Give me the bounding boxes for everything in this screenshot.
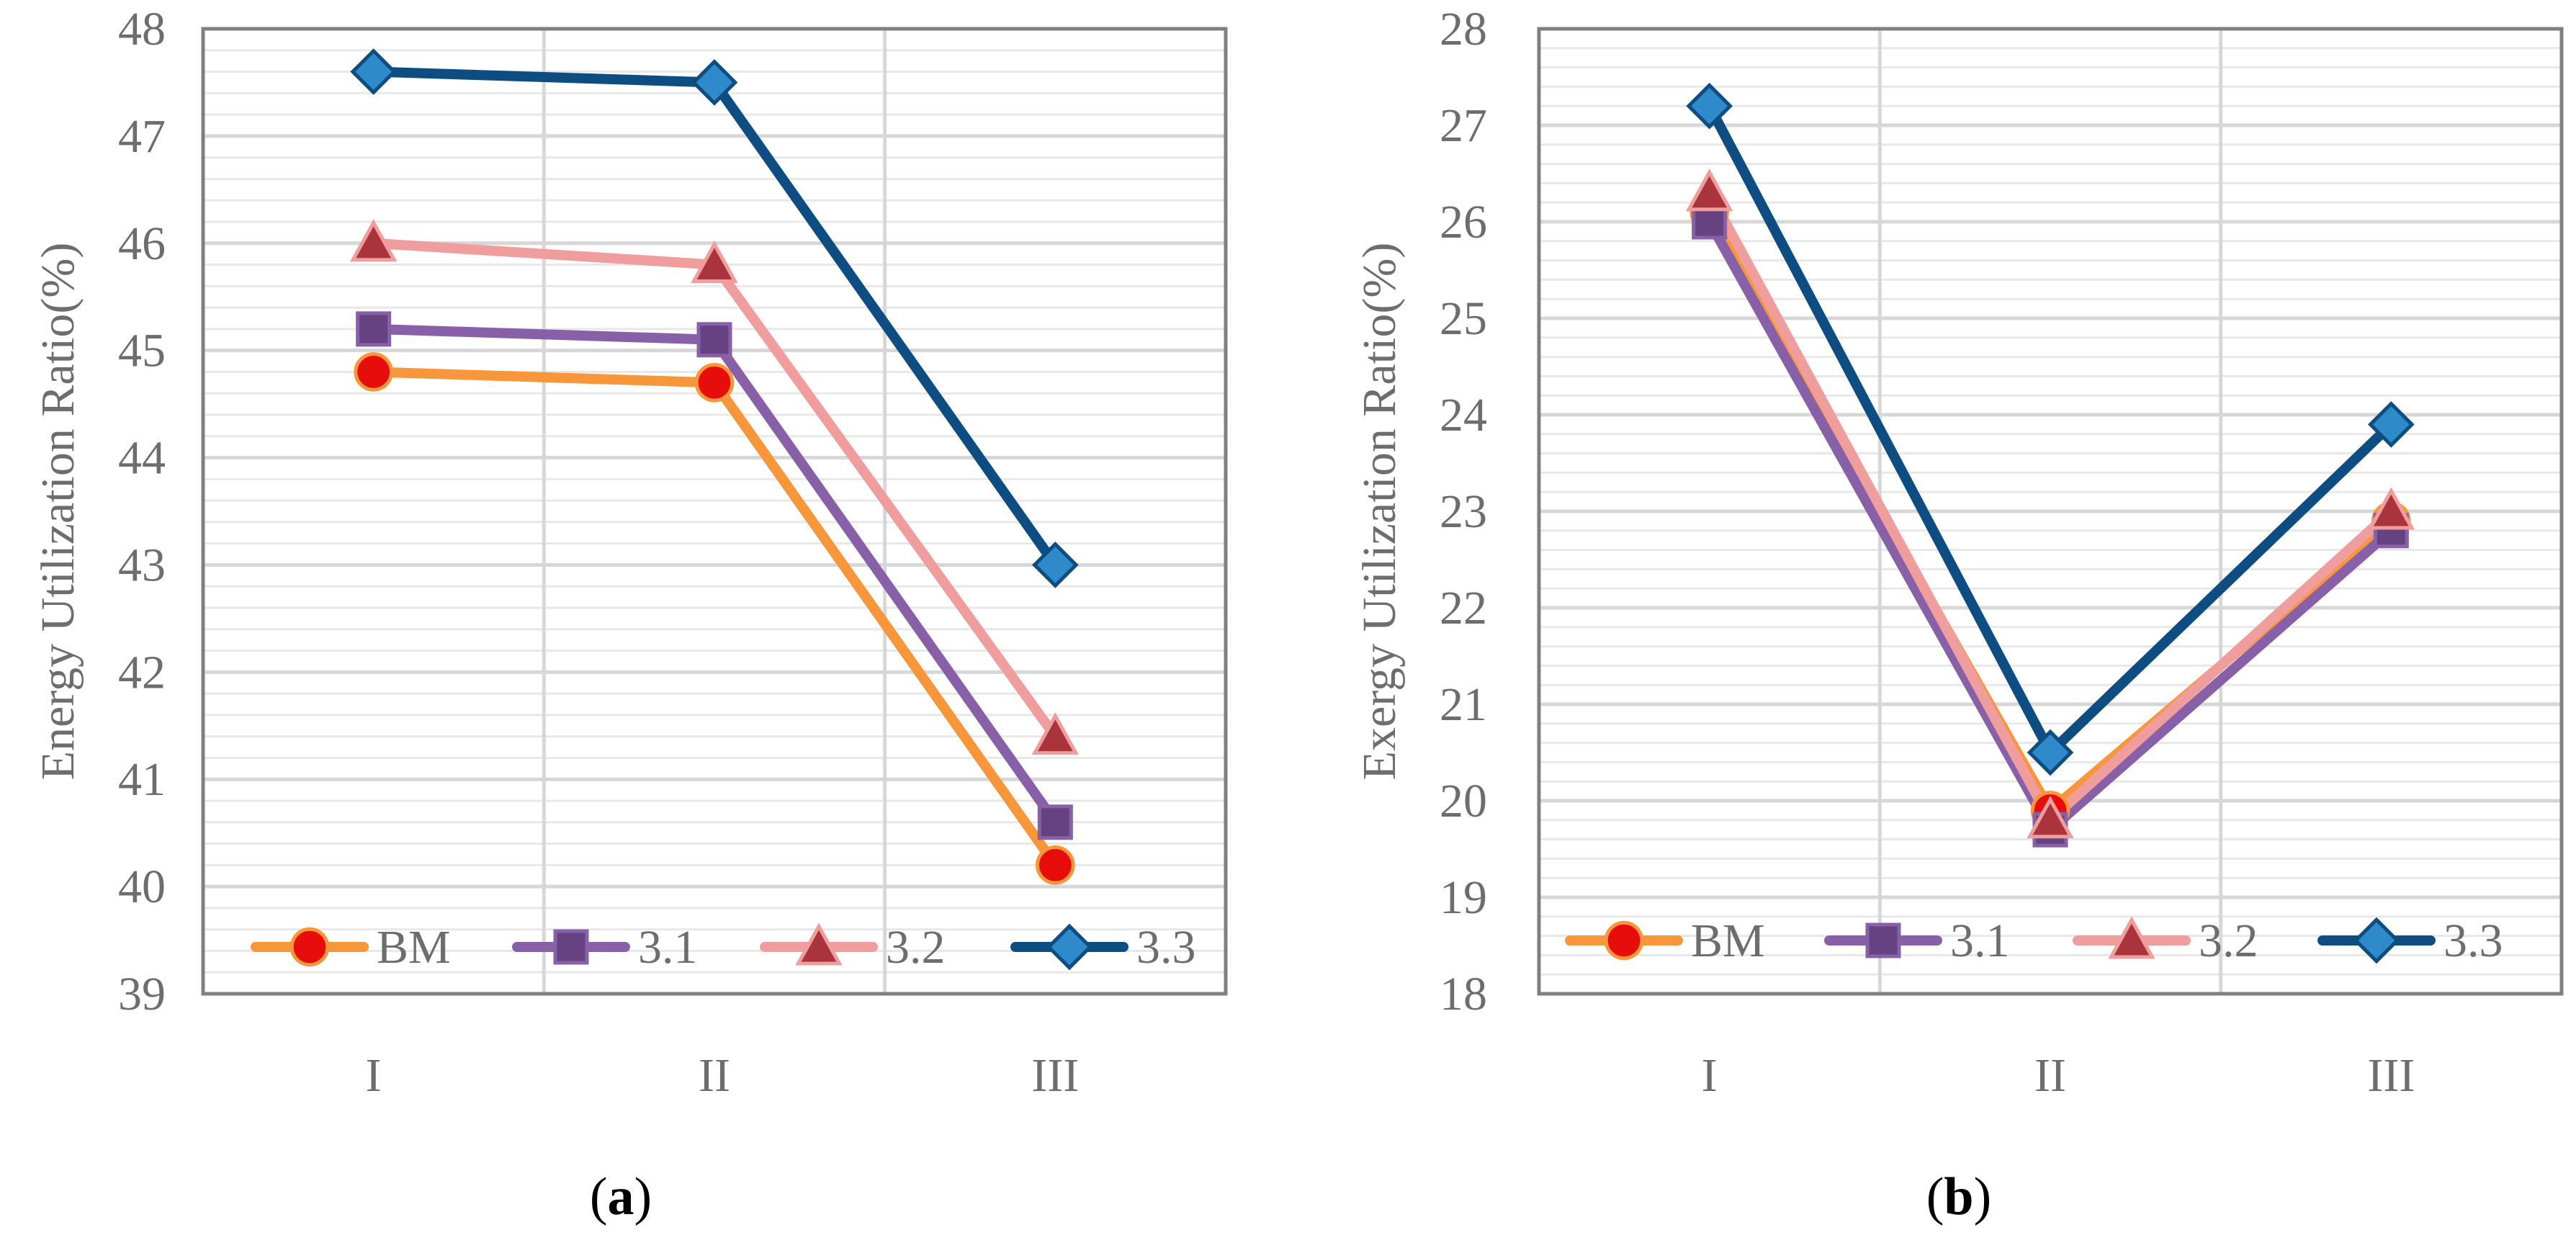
diamond-marker-3-3-I — [1686, 82, 1733, 130]
legend-label: 3.2 — [886, 921, 946, 974]
x-tick-label: II — [699, 1049, 730, 1102]
y-tick-label: 21 — [1440, 678, 1487, 731]
series-markers — [1685, 82, 2415, 848]
triangle-marker-3-2-II — [2027, 796, 2074, 839]
y-axis-title: Exergy Utilization Ratio(%) — [1353, 243, 1406, 781]
panel-caption: (a) — [590, 1167, 652, 1226]
series-markers — [349, 48, 1080, 885]
legend-label: 3.1 — [638, 921, 698, 974]
y-tick-label: 48 — [118, 3, 166, 55]
square-marker-3-1-III — [1037, 804, 1073, 840]
legend-item-3-1[interactable]: 3.1 — [512, 921, 698, 974]
x-tick-label: III — [1031, 1049, 1079, 1102]
circle-marker-BM-II — [694, 363, 735, 403]
square-marker-legend — [1865, 922, 1901, 958]
x-tick-label: III — [2367, 1049, 2415, 1102]
circle-marker-legend — [1604, 920, 1644, 961]
legend-label: BM — [377, 921, 451, 974]
triangle-marker-3-2-III — [1031, 711, 1080, 755]
x-tick-label: II — [2034, 1049, 2066, 1102]
x-tick-label: I — [1702, 1049, 1718, 1102]
circle-marker-BM-I — [354, 352, 393, 392]
legend-item-3-1[interactable]: 3.1 — [1824, 915, 2010, 967]
legend-item-3-3[interactable]: 3.3 — [1010, 921, 1196, 974]
plot-frame — [1537, 27, 2564, 996]
diamond-marker-3-3-I — [350, 48, 398, 95]
triangle-marker-3-2-III — [2367, 487, 2415, 530]
y-tick-label: 46 — [118, 217, 166, 270]
x-tick-label: I — [366, 1049, 382, 1102]
circle-marker-legend — [290, 927, 330, 967]
y-tick-label: 43 — [118, 539, 166, 591]
legend[interactable]: BM 3.1 3.2 3.3 — [1565, 915, 2503, 967]
square-marker-3-1-I — [356, 311, 392, 347]
triangle-marker-legend — [795, 922, 843, 966]
legend[interactable]: BM 3.1 3.2 3.3 — [251, 921, 1196, 974]
x-axis-ticks: I II III — [1702, 1049, 2415, 1102]
major-gridlines — [203, 27, 1226, 996]
y-tick-label: 23 — [1440, 485, 1487, 538]
y-tick-label: 39 — [118, 968, 166, 1020]
y-tick-label: 26 — [1440, 196, 1487, 248]
y-tick-label: 47 — [118, 110, 166, 163]
y-tick-label: 40 — [118, 861, 166, 913]
diamond-marker-3-3-II — [2027, 729, 2074, 776]
y-tick-label: 27 — [1440, 99, 1487, 152]
triangle-marker-3-2-I — [349, 219, 398, 262]
legend-label: 3.2 — [2199, 915, 2258, 967]
triangle-marker-3-2-II — [691, 240, 738, 284]
y-tick-label: 20 — [1440, 775, 1487, 827]
diamond-marker-legend — [1046, 923, 1093, 971]
diamond-marker-3-3-III — [1031, 542, 1079, 588]
square-marker-legend — [553, 929, 589, 965]
legend-item-3-3[interactable]: 3.3 — [2317, 915, 2503, 967]
y-axis-title: Energy Utilization Ratio(%) — [32, 243, 84, 781]
legend-item-3-2[interactable]: 3.2 — [760, 921, 946, 974]
diamond-marker-legend — [2353, 917, 2400, 964]
y-axis-ticks: 18 19 20 21 22 23 24 25 26 27 28 — [1440, 3, 1487, 1020]
plot-frame — [201, 27, 1228, 996]
y-tick-label: 41 — [118, 753, 166, 806]
legend-label: BM — [1691, 915, 1765, 967]
y-tick-label: 42 — [118, 646, 166, 699]
legend-item-BM[interactable]: BM — [1565, 915, 1765, 967]
panel-caption: (b) — [1926, 1167, 1991, 1226]
y-tick-label: 18 — [1440, 968, 1487, 1020]
legend-label: 3.3 — [2443, 915, 2503, 967]
legend-item-3-2[interactable]: 3.2 — [2073, 915, 2258, 967]
diamond-marker-3-3-III — [2367, 401, 2415, 448]
y-tick-label: 25 — [1440, 292, 1487, 345]
legend-label: 3.3 — [1136, 921, 1196, 974]
y-tick-label: 28 — [1440, 3, 1487, 55]
square-marker-3-1-I — [1692, 204, 1728, 240]
x-axis-ticks: I II III — [366, 1049, 1080, 1102]
square-marker-3-1-II — [696, 322, 732, 358]
legend-label: 3.1 — [1950, 915, 2010, 967]
y-tick-label: 19 — [1440, 871, 1487, 924]
y-tick-label: 22 — [1440, 582, 1487, 634]
y-tick-label: 44 — [118, 432, 166, 485]
y-axis-ticks: 39 40 41 42 43 44 45 46 47 48 — [118, 3, 166, 1020]
diamond-marker-3-3-II — [691, 59, 738, 106]
triangle-marker-3-2-I — [1685, 169, 1733, 212]
legend-item-BM[interactable]: BM — [251, 921, 451, 974]
y-tick-label: 45 — [118, 325, 166, 377]
triangle-marker-legend — [2108, 916, 2155, 959]
y-tick-label: 24 — [1440, 389, 1487, 441]
circle-marker-BM-III — [1036, 845, 1075, 885]
